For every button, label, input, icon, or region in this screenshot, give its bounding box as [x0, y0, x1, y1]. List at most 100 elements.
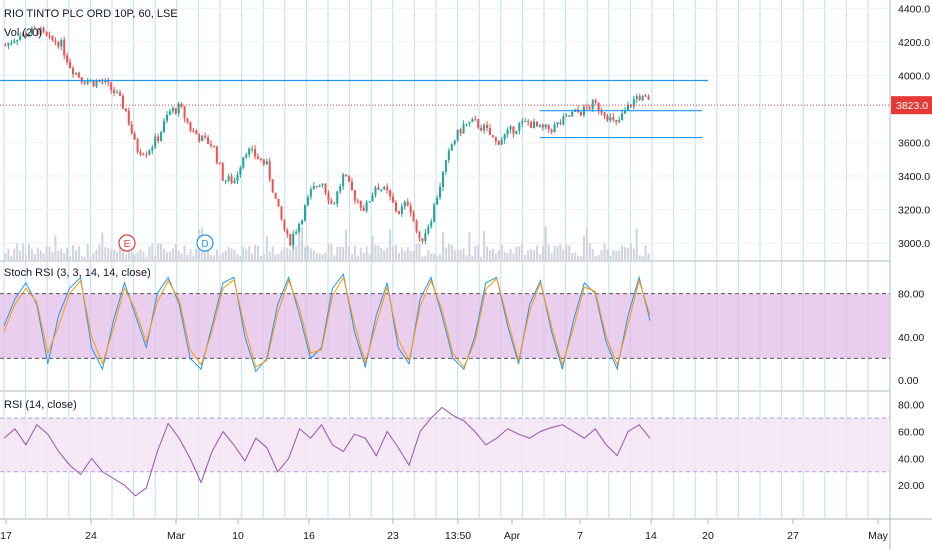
candle-body: [447, 150, 450, 161]
volume-bar: [312, 250, 315, 260]
volume-bar: [397, 252, 400, 260]
candle-body: [151, 147, 154, 151]
volume-bar: [13, 249, 16, 260]
candle-body: [547, 124, 550, 130]
stoch-rsi-pane[interactable]: [0, 273, 890, 373]
volume-indicator-label: Vol (20): [4, 27, 42, 39]
candle-body: [327, 192, 330, 201]
volume-bar: [415, 243, 418, 260]
candle-body: [95, 81, 98, 87]
volume-bar: [221, 252, 224, 260]
volume-bar: [277, 253, 280, 260]
volume-bar: [92, 252, 95, 260]
volume-bar: [77, 245, 80, 260]
volume-bar: [7, 248, 10, 260]
candle-body: [324, 183, 327, 193]
candle-body: [195, 130, 198, 135]
volume-bar: [427, 250, 430, 260]
volume-bar: [626, 248, 630, 260]
volume-bar: [60, 248, 63, 260]
volume-bar: [527, 250, 530, 260]
candle-body: [27, 34, 30, 37]
volume-bar: [409, 251, 412, 260]
volume-bar: [362, 252, 365, 260]
candle-body: [221, 163, 224, 181]
volume-bar: [298, 226, 301, 260]
candle-body: [130, 124, 133, 134]
candle-body: [444, 160, 447, 172]
volume-bar: [515, 246, 518, 260]
volume-bar: [629, 243, 632, 260]
volume-bar: [139, 249, 142, 260]
volume-bar: [350, 254, 353, 260]
volume-bar: [227, 246, 230, 260]
price-axis-tick: 4400.0: [898, 3, 930, 15]
candle-body: [39, 27, 42, 35]
candle-body: [406, 201, 409, 206]
candle-body: [618, 120, 621, 123]
candle-body: [239, 167, 242, 175]
candle-body: [236, 174, 239, 182]
volume-bar: [336, 247, 339, 260]
candle-body: [157, 136, 160, 142]
candle-body: [248, 148, 251, 155]
volume-bar: [506, 253, 509, 260]
candle-body: [538, 124, 541, 127]
volume-bar: [535, 245, 538, 260]
candle-body: [286, 229, 289, 235]
candle-body: [597, 102, 600, 111]
volume-bar: [142, 251, 145, 260]
candle-body: [330, 200, 333, 204]
volume-bar: [295, 245, 298, 260]
price-axis-tick: 4000.0: [898, 70, 930, 82]
candle-body: [4, 45, 7, 47]
candle-body: [60, 39, 63, 47]
volume-bar: [430, 253, 433, 260]
candle-body: [465, 123, 468, 125]
volume-bar: [550, 253, 553, 260]
time-axis-label: 10: [232, 530, 244, 542]
volume-bar: [383, 249, 386, 260]
rsi-pane[interactable]: [0, 406, 890, 497]
candle-body: [48, 35, 51, 37]
candle-body: [83, 82, 86, 84]
volume-bar: [160, 244, 163, 260]
volume-bar: [107, 248, 110, 260]
volume-bar: [480, 256, 483, 260]
symbol-title: RIO TINTO PLC ORD 10P, 60, LSE: [4, 8, 178, 20]
candle-body: [494, 137, 497, 142]
candle-body: [500, 139, 503, 145]
volume-bar: [386, 247, 389, 260]
volume-bar: [591, 249, 594, 260]
time-axis-label: Apr: [504, 530, 521, 542]
candle-body: [342, 174, 345, 187]
volume-bar: [124, 254, 127, 260]
volume-bar: [22, 243, 25, 260]
volume-bar: [36, 247, 39, 260]
candle-body: [165, 114, 168, 121]
volume-bar: [491, 248, 494, 260]
volume-bar: [51, 251, 54, 260]
candle-body: [230, 176, 233, 184]
candle-body: [92, 80, 95, 87]
candle-body: [565, 115, 568, 117]
candle-body: [488, 128, 491, 136]
candle-body: [45, 31, 48, 36]
volume-bar: [483, 230, 486, 260]
candle-body: [356, 200, 359, 202]
volume-bar: [177, 250, 180, 260]
candle-body: [71, 67, 75, 75]
candle-body: [418, 231, 421, 239]
candle-body: [524, 121, 527, 123]
candle-body: [315, 186, 318, 188]
candle-body: [51, 35, 54, 41]
volume-bar: [403, 251, 406, 260]
candle-body: [436, 197, 439, 205]
candle-body: [594, 100, 597, 103]
volume-bar: [594, 255, 597, 260]
volume-bar: [95, 249, 98, 260]
volume-bar: [195, 248, 198, 260]
candle-body: [609, 116, 612, 121]
